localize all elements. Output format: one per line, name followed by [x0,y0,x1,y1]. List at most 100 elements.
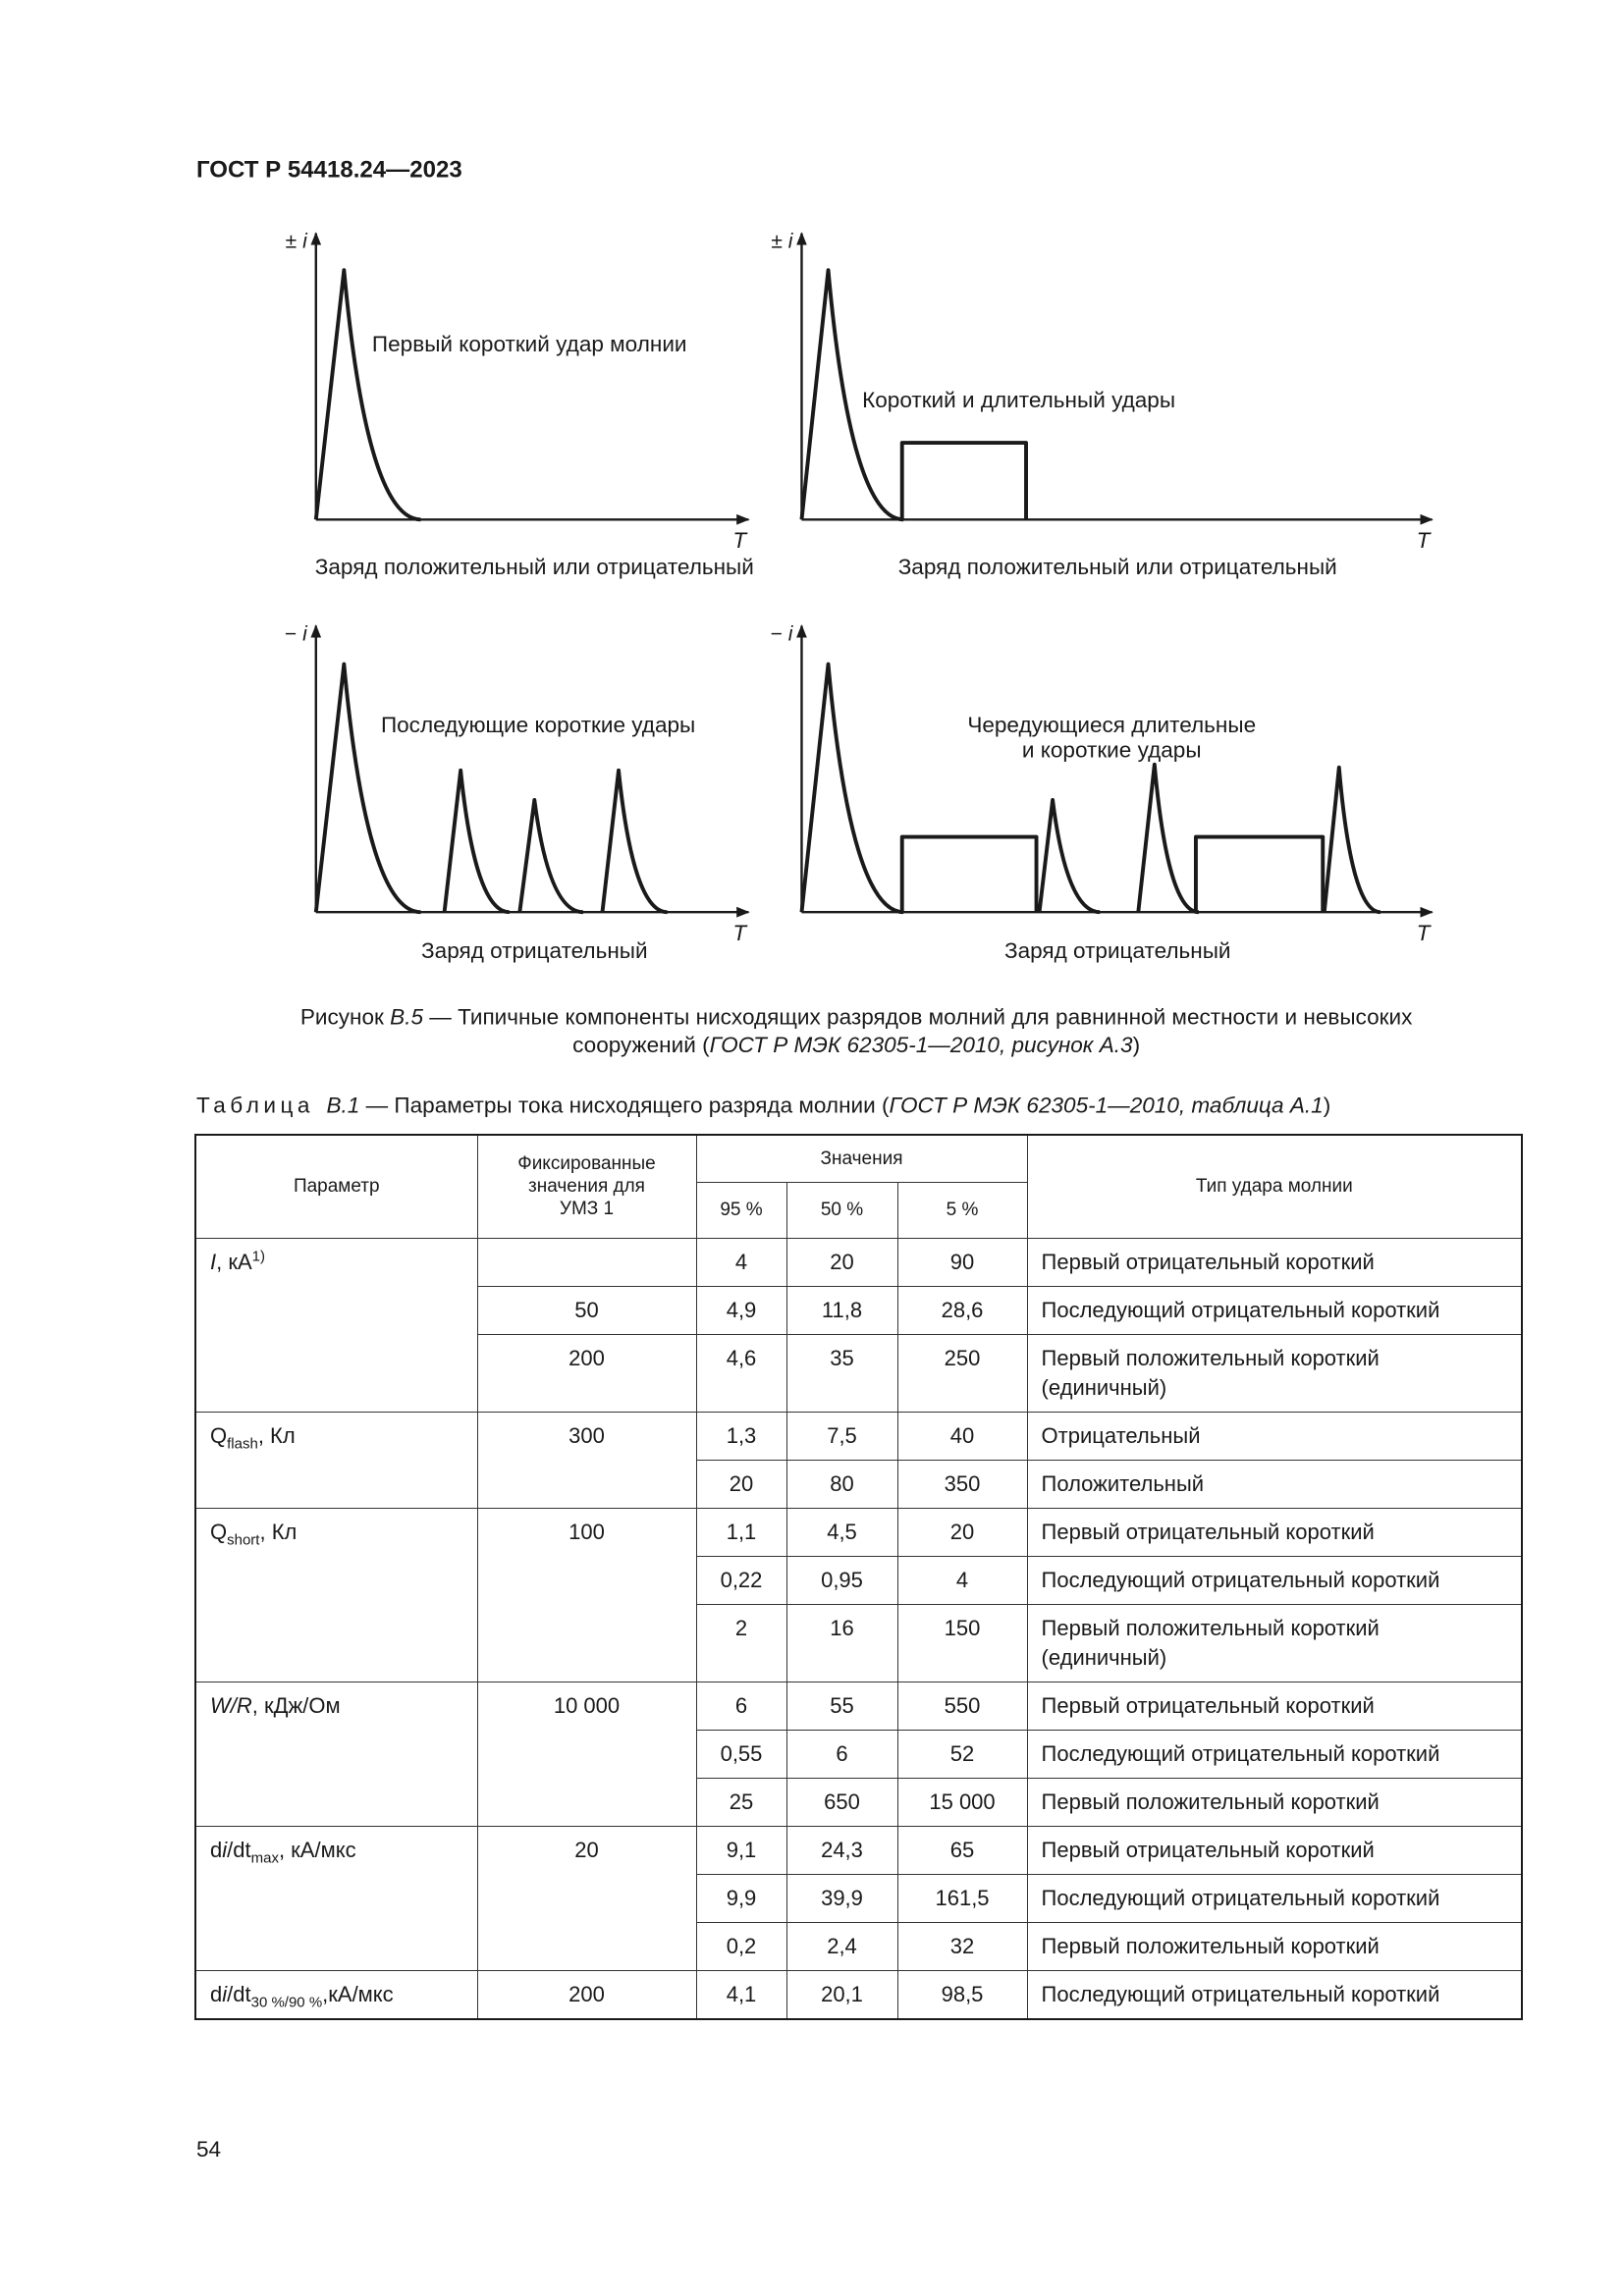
axis-variable: i [302,231,308,253]
value-cell: 20,1 [785,1969,898,2019]
cell-segment: flash [227,1434,258,1452]
value-cell: 90 [896,1237,1028,1287]
type-line: (единичный) [1041,1644,1167,1670]
type-cell: Последующий отрицательный короткий [1026,1873,1523,1923]
value-cell: 550 [896,1681,1028,1731]
cell-segment: /dt [227,1981,251,2006]
fixed-value-cell: 300 [476,1411,697,1509]
cell-segment: , кДж/Ом [251,1692,341,1718]
value-cell: 24,3 [785,1825,898,1875]
type-cell: Первый положительный короткий [1026,1921,1523,1971]
header-cell: 5 % [896,1181,1028,1239]
y-axis-label: ± i [286,231,308,253]
type-line: (единичный) [1041,1374,1167,1400]
fixed-value-cell: 50 [476,1285,697,1335]
x-axis-label: T [1417,528,1433,553]
table-row: 9,9 39,9 161,5 Последующий отрицательный ко… [195,1873,1523,1923]
value-cell: 650 [785,1777,898,1827]
parameter-cell: W/R, кДж/Ом [194,1681,478,1827]
type-line: Последующий отрицательный короткий [1041,1885,1440,1910]
caption-segment: ) [1324,1094,1331,1118]
caption-gap [314,1094,327,1118]
caption-segment: В.5 [390,1004,423,1029]
waveform [313,268,421,522]
caption-segment: Таблица [196,1094,314,1118]
table-container: Параметр Фиксированные значения для УМЗ 1… [194,1134,1524,2020]
cell-segment: Q [210,1519,228,1544]
header-row: Параметр Фиксированные значения для УМЗ 1… [194,1134,1523,1239]
table-caption: Таблица В.1 — Параметры тока нисходящего… [196,1094,1330,1118]
caption-segment: — Типичные компоненты нисходящих разрядо… [423,1004,1413,1029]
axis-sign: − [285,623,297,646]
value-cell: 9,9 [695,1873,787,1923]
value-cell: 9,1 [695,1825,787,1875]
waveform [517,797,584,915]
type-line: Последующий отрицательный короткий [1041,1740,1440,1766]
cell-segment: , кА [216,1249,252,1274]
type-cell: Положительный [1026,1459,1523,1509]
value-cell: 7,5 [785,1411,898,1461]
type-line: Первый положительный короткий [1041,1615,1380,1640]
type-line: Первый положительный короткий [1041,1789,1380,1814]
waveform [600,768,668,915]
figure-caption: сооружений (ГОСТ Р МЭК 62305-1—2010, рис… [572,1033,1140,1057]
type-cell: Последующий отрицательный короткий [1026,1555,1523,1605]
waveform [1193,834,1326,913]
type-line: Первый отрицательный короткий [1041,1519,1375,1544]
axis-variable: i [302,623,308,646]
x-axis-label: T [732,528,748,553]
value-cell: 20 [896,1507,1028,1557]
value-cell: 4 [695,1237,787,1287]
table-row: 0,22 0,95 4 Последующий отрицательный корот… [195,1555,1523,1605]
table-row: Qshort, Кл 100 1,1 4,5 20 Первый отрицательны… [194,1507,1523,1682]
value-cell: 4,6 [695,1333,787,1413]
value-cell: 350 [896,1459,1028,1509]
cell-segment: short [227,1530,260,1548]
header-cell: Тип удара молнии [1026,1134,1523,1239]
value-cell: 6 [695,1681,787,1731]
cell-segment: , Кл [257,1422,296,1448]
value-cell: 55 [785,1681,898,1731]
value-cell: 32 [896,1921,1028,1971]
cell-segment: 30 %/90 % [250,1993,323,2010]
value-cell: 98,5 [896,1969,1028,2019]
type-line: Последующий отрицательный короткий [1041,1567,1440,1592]
cell-segment: i [222,1981,228,2006]
panel-label: Чередующиеся длительные [967,713,1256,737]
panel-label: и короткие удары [1022,737,1202,762]
value-cell: 65 [896,1825,1028,1875]
fixed-value-cell [476,1237,697,1287]
y-axis-label: − i [285,623,308,646]
value-cell: 0,2 [695,1921,787,1971]
value-cell: 1,3 [695,1411,787,1461]
axis-sign: ± [771,231,783,253]
type-line: Положительный [1041,1470,1205,1496]
value-cell: 25 [695,1777,787,1827]
value-cell: 0,22 [695,1555,787,1605]
panel-caption: Заряд положительный или отрицательный [898,555,1337,579]
waveform [313,662,421,915]
table-row: 0,2 2,4 32 Первый положительный короткий [195,1921,1523,1971]
type-line: Первый отрицательный короткий [1041,1837,1375,1862]
value-cell: 4,5 [785,1507,898,1557]
table-row: di/dt30 %/90 %,кА/мкс 200 4,1 20,1 98,5 После… [194,1969,1523,2019]
cell-segment: I [210,1249,217,1274]
value-cell: 1,1 [695,1507,787,1557]
caption-segment: ГОСТ Р МЭК 62305-1—2010, таблица А.1 [890,1094,1324,1118]
table-row: 200 4,6 35 250 Первый положительный короткий… [195,1333,1523,1413]
waveform [899,834,1039,913]
fixed-value-cell: 100 [476,1507,697,1682]
header-cell: 95 % [695,1181,787,1239]
value-cell: 4,9 [695,1285,787,1335]
waveform [799,268,904,522]
type-cell: Отрицательный [1026,1411,1523,1461]
table-row: W/R, кДж/Ом 10 000 6 55 550 Первый отрицатель… [194,1681,1523,1827]
cell-segment: 1) [251,1248,265,1265]
cell-segment: , кА/мкс [278,1837,356,1862]
axis-sign: ± [286,231,298,253]
type-cell: Первый положительный короткий (единичный) [1026,1603,1523,1682]
type-cell: Последующий отрицательный короткий [1026,1969,1523,2019]
cell-segment: W/R [210,1692,252,1718]
